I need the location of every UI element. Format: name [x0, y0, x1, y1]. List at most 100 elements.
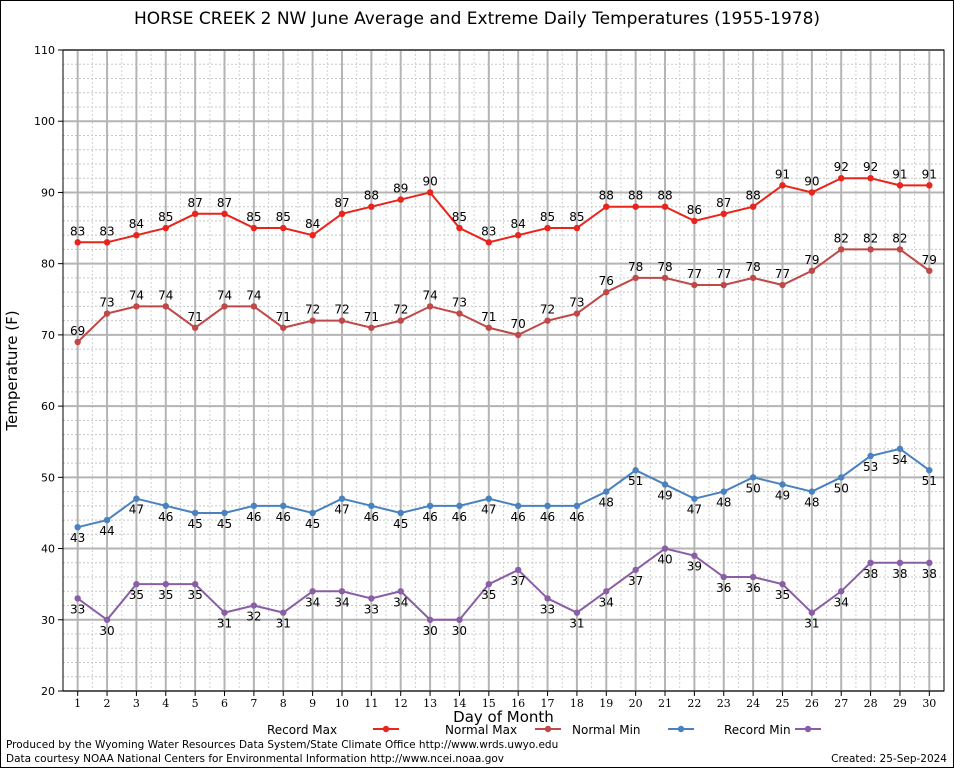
data-label: 33: [70, 602, 85, 616]
data-label: 87: [716, 196, 731, 210]
x-tick-label: 7: [250, 697, 257, 710]
data-label: 69: [70, 324, 85, 338]
data-point: [838, 588, 845, 595]
data-label: 40: [657, 553, 672, 567]
data-point: [661, 481, 669, 488]
data-point: [603, 488, 610, 495]
data-label: 90: [422, 174, 437, 188]
data-point: [103, 516, 111, 524]
data-point: [309, 588, 316, 595]
data-point: [103, 616, 111, 623]
data-label: 35: [129, 588, 144, 602]
data-label: 77: [716, 267, 731, 281]
data-label: 34: [305, 595, 320, 609]
data-label: 82: [863, 231, 878, 245]
x-tick-label: 6: [221, 697, 228, 710]
data-point: [280, 502, 287, 510]
data-point: [514, 331, 522, 339]
data-label: 35: [188, 588, 203, 602]
data-label: 48: [599, 496, 614, 510]
data-point: [309, 231, 316, 239]
y-tick-label: 30: [41, 614, 55, 627]
data-label: 46: [511, 510, 526, 524]
data-point: [838, 175, 845, 182]
data-point: [779, 182, 786, 189]
legend-label: Record Min: [724, 723, 791, 737]
data-label: 46: [364, 510, 379, 524]
data-label: 73: [452, 296, 467, 310]
data-point: [485, 239, 493, 246]
data-point: [779, 481, 786, 488]
data-label: 71: [188, 310, 203, 324]
data-point: [397, 196, 404, 203]
data-point: [103, 239, 111, 246]
data-point: [661, 545, 669, 552]
data-label: 85: [452, 210, 467, 224]
data-label: 36: [716, 581, 731, 595]
data-point: [485, 580, 493, 588]
data-point: [867, 559, 874, 566]
y-tick-label: 110: [34, 44, 55, 57]
data-point: [397, 588, 404, 595]
data-point: [368, 502, 375, 510]
data-label: 49: [775, 488, 790, 502]
data-point: [250, 602, 258, 609]
credit-line-producer: Produced by the Wyoming Water Resources …: [6, 739, 559, 751]
x-tick-label: 24: [746, 697, 760, 710]
data-point: [603, 588, 610, 595]
x-tick-label: 15: [482, 697, 496, 710]
data-label: 87: [217, 196, 232, 210]
legend-label: Normal Min: [572, 723, 641, 737]
x-tick-label: 23: [717, 697, 731, 710]
x-tick-label: 11: [364, 697, 378, 710]
y-tick-label: 40: [41, 543, 55, 556]
data-label: 70: [511, 317, 526, 331]
data-point: [133, 303, 140, 310]
data-label: 33: [540, 602, 555, 616]
series-line: [76, 248, 930, 343]
data-label: 35: [775, 588, 790, 602]
data-point: [808, 488, 816, 495]
data-point: [338, 210, 346, 218]
data-label: 82: [834, 231, 849, 245]
data-point: [514, 502, 522, 510]
data-point: [926, 559, 933, 566]
data-label: 51: [922, 474, 937, 488]
data-point: [338, 317, 346, 324]
x-tick-label: 16: [511, 697, 525, 710]
x-tick-label: 13: [423, 697, 437, 710]
data-label: 44: [99, 524, 114, 538]
data-label: 92: [834, 160, 849, 174]
data-point: [691, 495, 698, 502]
data-label: 47: [481, 503, 496, 517]
data-point: [544, 224, 551, 232]
data-label: 91: [922, 167, 937, 181]
data-point: [720, 488, 727, 495]
data-point: [426, 616, 434, 623]
y-tick-label: 90: [41, 186, 55, 199]
series-layer: [74, 175, 933, 623]
data-point: [838, 474, 845, 481]
x-tick-label: 3: [133, 697, 140, 710]
data-point: [867, 452, 874, 460]
data-label: 72: [334, 303, 349, 317]
created-date: Created: 25-Sep-2024: [831, 753, 947, 765]
legend-label: Record Max: [267, 723, 337, 737]
data-label: 54: [892, 453, 907, 467]
data-label: 51: [628, 474, 643, 488]
data-label: 46: [422, 510, 437, 524]
data-point: [544, 595, 551, 602]
data-point: [74, 338, 81, 346]
data-label: 72: [540, 303, 555, 317]
data-point: [74, 523, 81, 531]
data-label: 71: [481, 310, 496, 324]
data-label: 73: [569, 296, 584, 310]
y-tick-label: 50: [41, 471, 55, 484]
x-tick-label: 20: [629, 697, 643, 710]
data-point: [191, 509, 199, 517]
data-point: [456, 502, 463, 510]
data-point: [514, 231, 522, 239]
data-label: 74: [217, 288, 232, 302]
data-label: 45: [217, 517, 232, 531]
data-point: [691, 552, 698, 559]
